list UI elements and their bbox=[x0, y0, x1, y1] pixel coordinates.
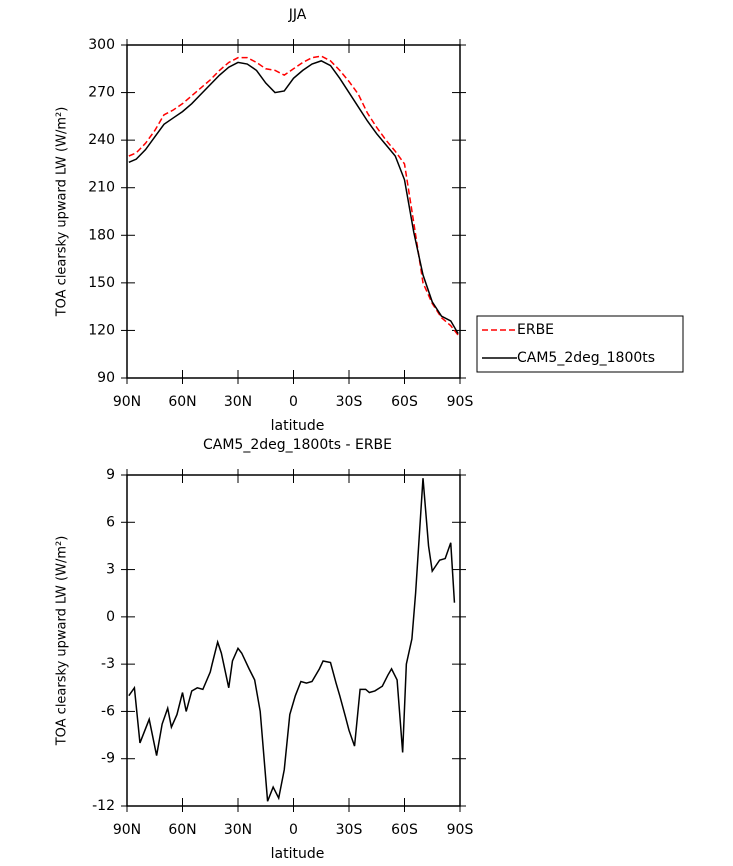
x-tick-label: 90N bbox=[113, 822, 141, 838]
x-tick-label: 30N bbox=[224, 822, 252, 838]
x-tick-label: 0 bbox=[289, 394, 298, 410]
chart-title: CAM5_2deg_1800ts - ERBE bbox=[203, 437, 392, 453]
x-axis-label: latitude bbox=[271, 846, 325, 862]
y-tick-label: 0 bbox=[106, 609, 115, 625]
x-tick-label: 30N bbox=[224, 394, 252, 410]
legend-label: ERBE bbox=[517, 322, 554, 338]
y-tick-label: 3 bbox=[106, 562, 115, 578]
x-tick-label: 30S bbox=[336, 394, 363, 410]
y-tick-label: 90 bbox=[97, 370, 115, 386]
x-tick-label: 60N bbox=[168, 394, 196, 410]
x-axis-label: latitude bbox=[271, 418, 325, 434]
x-tick-label: 60N bbox=[168, 822, 196, 838]
data-line bbox=[128, 478, 456, 802]
y-tick-label: 120 bbox=[88, 322, 115, 338]
y-tick-label: -3 bbox=[101, 656, 115, 672]
data-line bbox=[128, 60, 459, 334]
x-tick-label: 90S bbox=[447, 822, 474, 838]
legend-box bbox=[476, 315, 684, 373]
plot-frame bbox=[126, 474, 461, 807]
data-line bbox=[128, 55, 459, 336]
x-tick-label: 60S bbox=[391, 822, 418, 838]
x-tick-label: 90N bbox=[113, 394, 141, 410]
y-tick-label: 240 bbox=[88, 132, 115, 148]
y-axis-label: TOA clearsky upward LW (W/m²) bbox=[55, 536, 70, 747]
chart-title: JJA bbox=[288, 7, 307, 23]
y-tick-label: 210 bbox=[88, 180, 115, 196]
x-tick-label: 30S bbox=[336, 822, 363, 838]
y-tick-label: 270 bbox=[88, 85, 115, 101]
x-tick-label: 90S bbox=[447, 394, 474, 410]
y-tick-label: 180 bbox=[88, 227, 115, 243]
x-tick-label: 60S bbox=[391, 394, 418, 410]
y-axis-label: TOA clearsky upward LW (W/m²) bbox=[55, 107, 70, 318]
y-tick-label: 9 bbox=[106, 467, 115, 483]
y-tick-label: -6 bbox=[101, 703, 115, 719]
y-tick-label: -9 bbox=[101, 751, 115, 767]
legend-label: CAM5_2deg_1800ts bbox=[517, 350, 655, 366]
y-tick-label: -12 bbox=[92, 798, 115, 814]
y-tick-label: 300 bbox=[88, 37, 115, 53]
y-tick-label: 6 bbox=[106, 514, 115, 530]
x-tick-label: 0 bbox=[289, 822, 298, 838]
y-tick-label: 150 bbox=[88, 275, 115, 291]
